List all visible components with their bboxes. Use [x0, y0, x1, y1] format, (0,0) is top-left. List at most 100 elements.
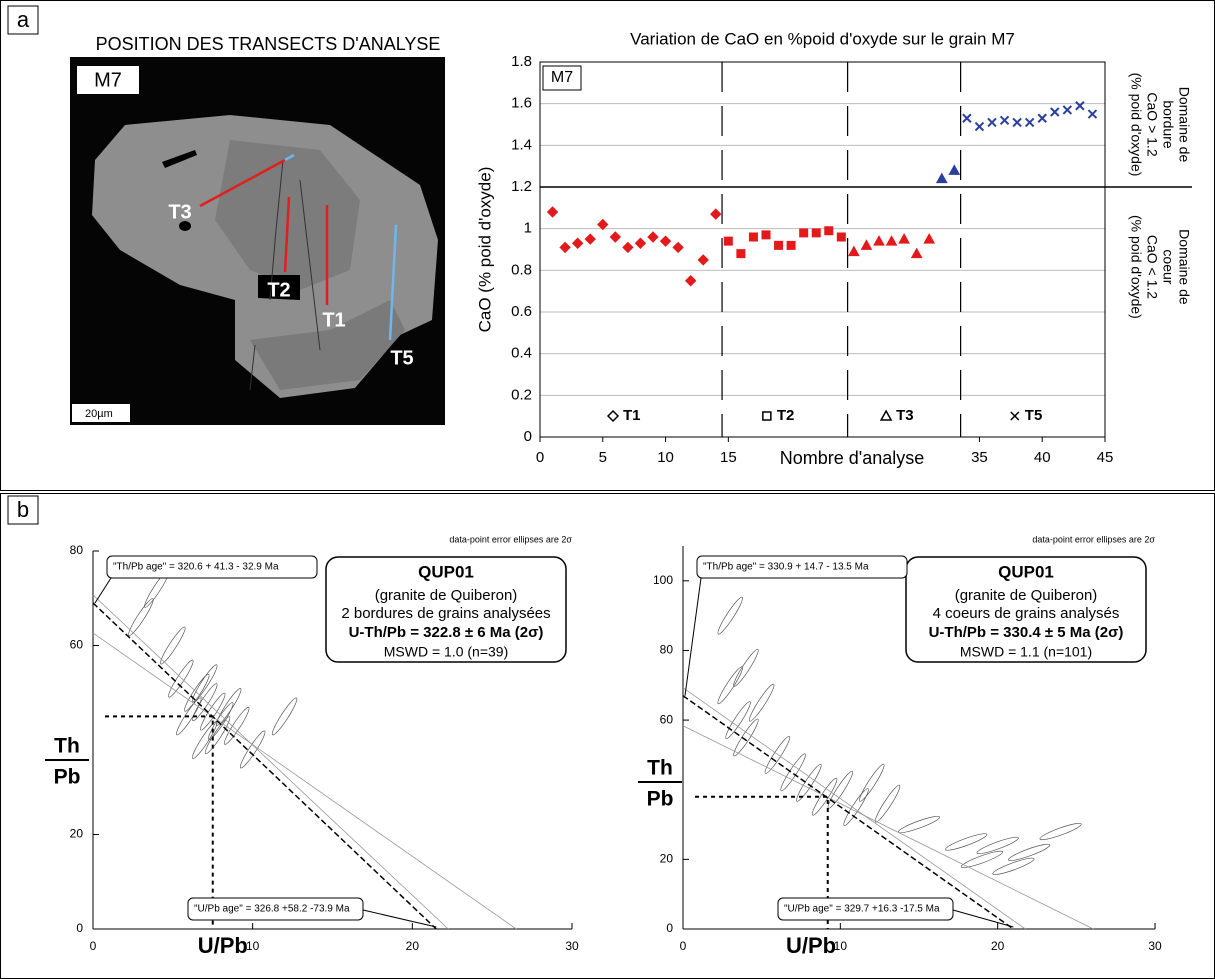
error-ellipse — [780, 753, 806, 792]
transect-label: T3 — [168, 201, 191, 223]
transect-label: T1 — [322, 309, 345, 331]
error-ellipse — [184, 673, 210, 712]
y-axis-label: CaO (% poid d'oxyde) — [475, 167, 494, 333]
x-axis-label: U/Pb — [786, 933, 836, 958]
point — [761, 230, 771, 240]
y-tick-label: 0.2 — [511, 386, 532, 403]
error-ellipse — [176, 697, 202, 736]
y-tick-label: 20 — [660, 852, 674, 866]
y-tick-label: 0.4 — [511, 345, 532, 362]
error-ellipse — [160, 626, 186, 665]
info-line: MSWD = 1.0 (n=39) — [384, 644, 509, 660]
chart-title: Variation de CaO en %poid d'oxyde sur le… — [630, 29, 1015, 48]
chart-label: M7 — [551, 69, 573, 86]
error-ellipse — [733, 718, 759, 757]
point — [659, 235, 672, 247]
note: data-point error ellipses are 2σ — [1032, 534, 1155, 544]
th-pb-age: "Th/Pb age" = 320.6 + 41.3 - 32.9 Ma — [113, 562, 279, 573]
error-ellipse — [192, 683, 218, 722]
point — [848, 245, 860, 257]
point — [647, 231, 659, 243]
leader — [952, 909, 1014, 928]
error-ellipse — [1039, 822, 1082, 841]
transect — [283, 196, 291, 273]
y-tick-label: 0 — [666, 921, 673, 935]
y-tick-label: 1.6 — [511, 95, 532, 112]
y-tick-label: 0.8 — [511, 261, 532, 278]
y-tick-label: 80 — [660, 643, 674, 657]
y-tick-label: 1.8 — [511, 53, 532, 70]
grain-core — [250, 300, 405, 390]
point — [987, 117, 997, 128]
regression — [682, 695, 1014, 930]
error-ellipse — [764, 736, 791, 774]
point — [1037, 113, 1047, 123]
error-ellipse — [717, 666, 743, 705]
legend-marker — [606, 409, 620, 423]
point — [1062, 105, 1073, 115]
x-tick-label: 10 — [834, 939, 848, 953]
x-axis-label: U/Pb — [198, 933, 248, 958]
u-pb-age: "U/Pb age" = 329.7 +16.3 -17.5 Ma — [784, 904, 940, 915]
crack — [249, 159, 321, 391]
point — [948, 164, 961, 175]
zone-label: CaO > 1.2 — [1144, 92, 1160, 156]
error-ellipse — [960, 850, 1003, 868]
error-ellipse — [128, 598, 154, 637]
transect-label: T2 — [267, 279, 290, 301]
error-ellipse — [733, 648, 759, 687]
legend-marker — [879, 409, 893, 421]
envelope — [682, 687, 1026, 930]
transect — [388, 224, 398, 341]
point — [811, 228, 821, 238]
point — [1012, 117, 1022, 128]
grain-label-box — [77, 66, 139, 94]
transect — [199, 158, 286, 208]
legend-label: T1 — [623, 407, 641, 424]
error-ellipse — [992, 857, 1035, 875]
point — [597, 218, 609, 231]
point — [1087, 109, 1098, 119]
image-title: POSITION DES TRANSECTS D'ANALYSE — [96, 34, 441, 54]
info-line: QUP01 — [998, 562, 1054, 581]
error-ellipse — [271, 697, 298, 736]
age-box — [696, 555, 908, 579]
regression — [92, 602, 437, 930]
age-box — [777, 897, 954, 921]
y-tick-label: 20 — [70, 827, 84, 841]
point — [885, 235, 898, 246]
ellipses — [128, 569, 298, 769]
point — [684, 275, 697, 287]
error-ellipse — [843, 788, 869, 827]
point — [697, 254, 709, 266]
error-ellipse — [192, 721, 218, 759]
y-label-den: Pb — [54, 766, 81, 789]
y-tick-label: 1 — [524, 220, 532, 237]
point — [774, 240, 784, 250]
error-ellipse — [859, 763, 885, 802]
zone-label: (% poid d'oxyde) — [1128, 73, 1144, 177]
y-tick-label: 0 — [524, 428, 532, 445]
zone-label: bordure — [1160, 100, 1176, 148]
y-tick-label: 1.2 — [511, 178, 532, 195]
legend-label: T2 — [777, 407, 795, 424]
error-ellipse — [224, 706, 250, 745]
error-ellipse — [204, 716, 231, 755]
x-tick-label: 35 — [971, 449, 988, 466]
point — [1075, 101, 1085, 111]
point — [935, 172, 948, 184]
info-line: 2 bordures de grains analysées — [341, 605, 550, 622]
leader — [684, 577, 702, 696]
point — [824, 226, 834, 236]
x-tick-label: 15 — [720, 449, 737, 466]
panel-label-box — [7, 5, 39, 35]
panel-label: a — [17, 7, 30, 32]
th-pb-age: "Th/Pb age" = 330.9 + 14.7 - 13.5 Ma — [703, 562, 869, 573]
age-guide — [105, 715, 214, 929]
info-line: MSWD = 1.1 (n=101) — [960, 644, 1092, 660]
point — [1024, 117, 1035, 128]
point — [622, 241, 634, 254]
point — [873, 235, 885, 246]
point — [836, 232, 846, 242]
y-tick-label: 80 — [70, 543, 84, 557]
